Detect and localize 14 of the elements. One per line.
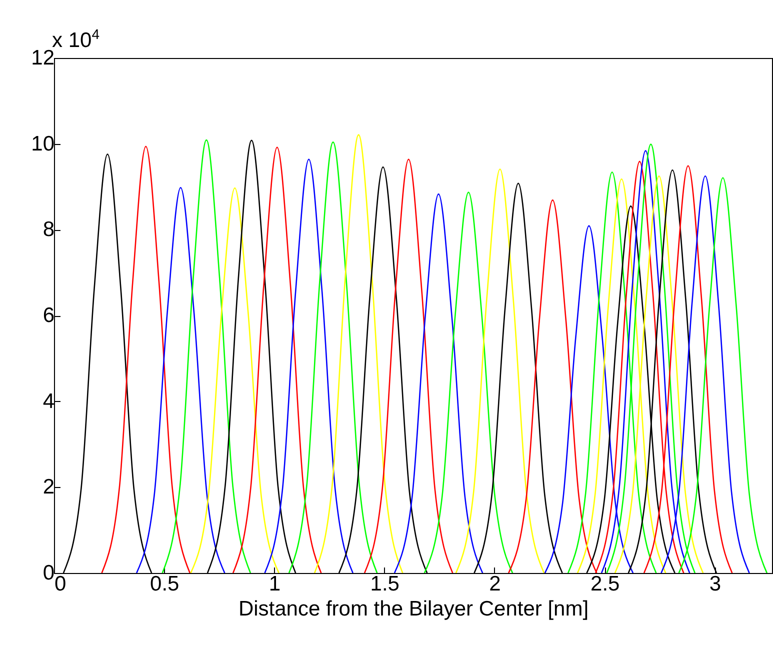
y-tick-label: 12 xyxy=(31,46,54,70)
x-tick-label: 2 xyxy=(489,572,501,596)
y-tick-label: 4 xyxy=(42,390,55,413)
y-tick-label: 6 xyxy=(42,304,54,327)
x-tick-label: 2.5 xyxy=(590,572,620,596)
y-tick-label: 8 xyxy=(42,218,54,242)
x-axis-title: Distance from the Bilayer Center [nm] xyxy=(238,598,589,620)
y-tick-label: 2 xyxy=(42,476,54,499)
text: x 10$^{4}$ xyxy=(52,26,100,52)
x-tick-label: 1.5 xyxy=(370,572,400,596)
x-tick-label: 3 xyxy=(709,572,722,596)
x-tick-label: 0.5 xyxy=(150,572,180,596)
y-tick-label: 10 xyxy=(31,132,54,156)
x-tick-label: 1 xyxy=(268,572,281,596)
